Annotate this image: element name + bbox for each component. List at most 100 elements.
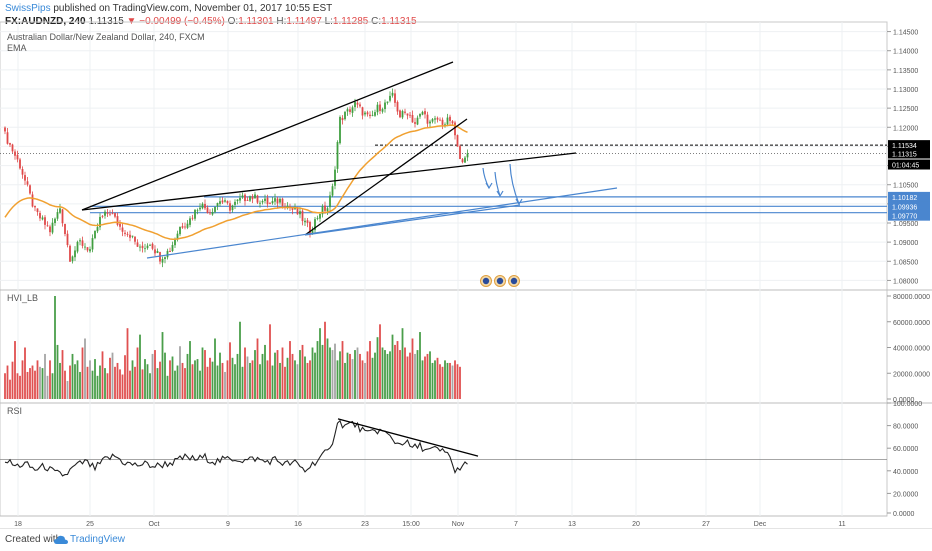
tradingview-cloud-icon[interactable] <box>54 535 68 545</box>
volume-bar <box>321 344 324 399</box>
volume-bar <box>451 365 454 399</box>
volume-bar <box>141 369 144 399</box>
candle-body <box>96 227 99 232</box>
candle-body <box>411 114 414 123</box>
footer: Created with TradingView <box>0 528 932 551</box>
volume-bar <box>406 356 409 399</box>
volume-bar <box>254 350 256 399</box>
volume-bar <box>356 347 359 399</box>
arrow-head-icon <box>515 198 523 206</box>
volume-bar <box>311 347 314 399</box>
candle-body <box>186 223 189 228</box>
rsi-divergence-trendline <box>337 418 479 457</box>
candle-body <box>384 102 386 110</box>
candle-body <box>14 151 16 156</box>
volume-bar <box>181 362 184 399</box>
volume-bar <box>29 368 31 399</box>
candle-body <box>456 135 459 147</box>
volume-bar <box>364 362 366 399</box>
candle-body <box>234 201 236 205</box>
rsi-axis-label: 80.0000 <box>893 424 918 431</box>
volume-bar <box>351 359 354 399</box>
volume-bar <box>369 341 371 399</box>
candle-body <box>79 240 81 242</box>
candle-body <box>121 227 124 232</box>
volume-bar <box>289 341 291 399</box>
price-tag <box>888 140 930 151</box>
volume-bar <box>359 353 361 399</box>
tradingview-link[interactable]: TradingView <box>70 534 126 545</box>
volume-bar <box>204 350 206 399</box>
volume-bar <box>401 328 404 399</box>
volume-bar <box>89 360 91 399</box>
candle-body <box>114 213 116 217</box>
rsi-line <box>4 419 468 477</box>
candle-body <box>169 250 171 252</box>
candle-body <box>369 114 371 117</box>
volume-bar <box>334 343 336 399</box>
volume-bar <box>46 375 49 399</box>
volume-axis-label: 20000.0000 <box>893 371 930 378</box>
volume-bar <box>399 350 401 399</box>
chart-canvas[interactable]: Australian Dollar/New Zealand Dollar, 24… <box>0 0 932 528</box>
time-axis-label: 9 <box>226 521 230 528</box>
volume-bar <box>416 350 419 399</box>
volume-bar <box>431 362 434 399</box>
candle-body <box>154 249 156 254</box>
candle-body <box>139 246 141 248</box>
publisher-name[interactable]: SwissPips <box>5 3 51 14</box>
candle-body <box>336 142 339 169</box>
volume-bar <box>371 357 374 399</box>
candle-body <box>199 207 201 210</box>
time-axis-label: Nov <box>452 521 465 528</box>
volume-bar <box>244 347 246 399</box>
price-tag <box>888 148 930 159</box>
ema-line <box>4 124 468 241</box>
candle-body <box>6 132 9 144</box>
candle-body <box>176 233 179 239</box>
price-axis-label: 1.12000 <box>893 125 918 132</box>
volume-bar <box>84 338 86 399</box>
volume-bar <box>59 362 61 399</box>
volume-bar <box>349 353 351 399</box>
volume-bar <box>456 364 459 399</box>
volume-bars <box>4 296 461 399</box>
volume-bar <box>189 341 191 399</box>
volume-bar <box>264 344 266 399</box>
price-tag <box>888 210 930 221</box>
time-axis[interactable]: 18 25 Oct 9 16 23 15:00 Nov 7 13 20 27 Dec 11 <box>14 521 846 528</box>
price-tag-label: 1.09936 <box>892 204 917 211</box>
volume-bar <box>9 379 11 399</box>
flag-center-icon <box>510 277 518 285</box>
volume-bar <box>391 334 394 399</box>
volume-bar <box>216 365 219 399</box>
candle-body <box>356 102 359 105</box>
candle-body <box>454 122 456 136</box>
volume-bar <box>209 357 211 399</box>
candle-body <box>124 232 126 234</box>
volume-bar <box>191 364 194 399</box>
volume-axis-label: 60000.0000 <box>893 320 930 327</box>
volume-bar <box>184 368 186 399</box>
volume-bar <box>106 373 109 399</box>
volume-bar <box>176 365 179 399</box>
price-axis-label: 1.12500 <box>893 106 918 113</box>
candle-body <box>324 205 326 211</box>
volume-bar <box>4 373 6 399</box>
volume-bar <box>419 332 421 399</box>
volume-bar <box>236 353 239 399</box>
trend-drawings[interactable] <box>81 61 618 259</box>
candle-body <box>401 111 404 118</box>
candle-body <box>56 212 59 219</box>
event-markers <box>480 275 520 287</box>
price-axis-label: 1.09500 <box>893 221 918 228</box>
candle-body <box>451 121 454 124</box>
rsi-axis: 100.0000 80.0000 60.0000 40.0000 20.0000 0.00… <box>887 401 922 518</box>
rsi-pane-title: RSI <box>7 406 22 416</box>
volume-bar <box>146 364 149 399</box>
volume-bar <box>291 353 294 399</box>
candle-body <box>251 196 254 200</box>
price-tag <box>888 201 930 212</box>
candle-body <box>204 203 206 209</box>
candle-body <box>366 112 369 115</box>
